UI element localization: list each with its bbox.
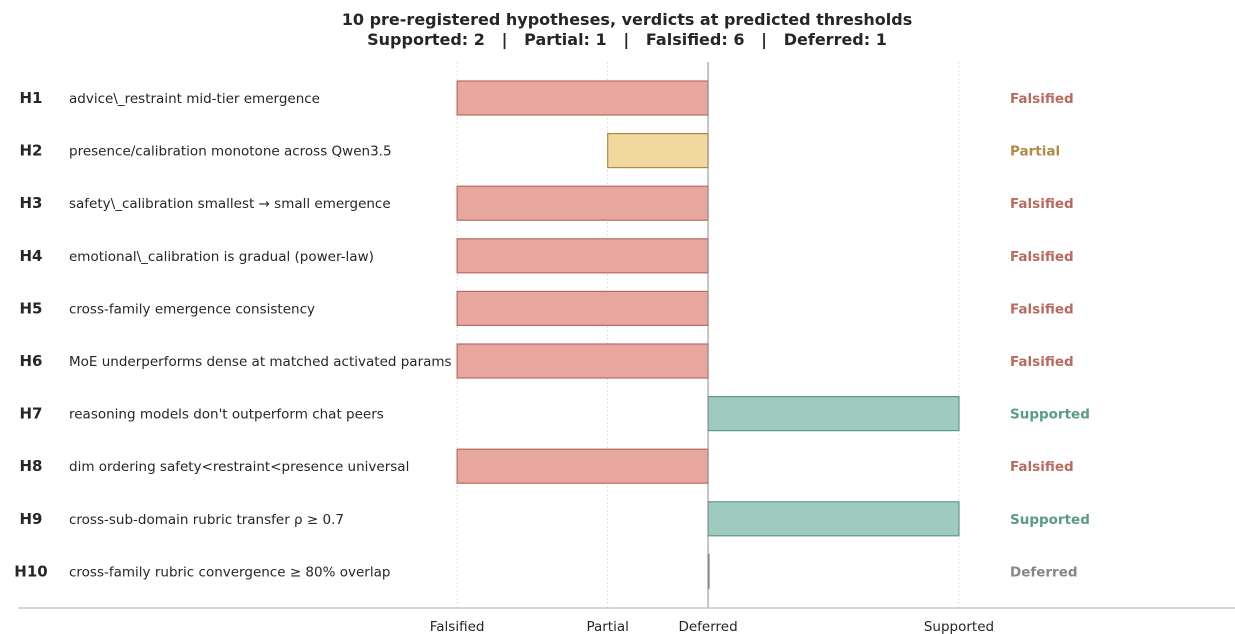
hypothesis-description-h8: dim ordering safety<restraint<presence u… (69, 459, 409, 475)
hypothesis-rows: H1 advice\_restraint mid-tier emergence Fa… (14, 89, 1090, 580)
hypothesis-id-h4: H4 (20, 247, 43, 265)
bar-h5 (456, 290, 709, 326)
hypothesis-description-h2: presence/calibration monotone across Qwe… (69, 144, 392, 160)
hypothesis-id-h1: H1 (20, 89, 43, 107)
bar-h2 (607, 133, 709, 169)
hypothesis-description-h10: cross-family rubric convergence ≥ 80% ov… (69, 564, 390, 580)
hypothesis-id-h5: H5 (20, 299, 43, 317)
bar-h1 (456, 80, 709, 116)
x-tick-label-partial: Partial (586, 619, 628, 634)
verdict-label-h10: Deferred (1010, 564, 1078, 580)
hypothesis-id-h7: H7 (20, 405, 43, 423)
hypothesis-description-h9: cross-sub-domain rubric transfer ρ ≥ 0.7 (69, 512, 344, 528)
x-tick-label-falsified: Falsified (430, 619, 485, 634)
hypothesis-description-h1: advice\_restraint mid-tier emergence (69, 91, 320, 107)
hypothesis-description-h4: emotional\_calibration is gradual (power… (69, 249, 374, 265)
verdict-label-h9: Supported (1010, 512, 1090, 528)
verdict-label-h7: Supported (1010, 407, 1090, 423)
x-tick-label-supported: Supported (924, 619, 994, 634)
verdict-label-h2: Partial (1010, 144, 1060, 160)
verdict-label-h3: Falsified (1010, 196, 1074, 212)
bar-h8 (456, 448, 709, 484)
chart-subtitle: Supported: 2 | Partial: 1 | Falsified: 6… (367, 30, 887, 50)
verdict-label-h6: Falsified (1010, 354, 1074, 370)
hypothesis-description-h7: reasoning models don't outperform chat p… (69, 407, 384, 423)
hypothesis-id-h10: H10 (14, 562, 47, 580)
bars-layer (456, 80, 960, 590)
chart-title: 10 pre-registered hypotheses, verdicts a… (342, 10, 912, 29)
verdict-label-h1: Falsified (1010, 91, 1074, 107)
bar-h7 (707, 396, 960, 432)
bar-h6 (456, 343, 709, 379)
hypothesis-id-h3: H3 (20, 194, 43, 212)
verdict-label-h8: Falsified (1010, 459, 1074, 475)
bar-h4 (456, 238, 709, 274)
x-axis-ticks: Falsified Partial Deferred Supported (430, 619, 994, 634)
bar-h9 (707, 501, 960, 537)
x-tick-label-deferred: Deferred (678, 619, 737, 634)
verdict-label-h4: Falsified (1010, 249, 1074, 265)
hypothesis-description-h3: safety\_calibration smallest → small eme… (69, 196, 391, 212)
hypothesis-id-h6: H6 (20, 352, 43, 370)
verdict-label-h5: Falsified (1010, 301, 1074, 317)
hypothesis-id-h2: H2 (20, 142, 43, 160)
hypothesis-description-h6: MoE underperforms dense at matched activ… (69, 354, 452, 370)
hypothesis-description-h5: cross-family emergence consistency (69, 301, 315, 317)
bar-h3 (456, 185, 709, 221)
hypothesis-id-h8: H8 (20, 457, 43, 475)
hypothesis-id-h9: H9 (20, 510, 43, 528)
